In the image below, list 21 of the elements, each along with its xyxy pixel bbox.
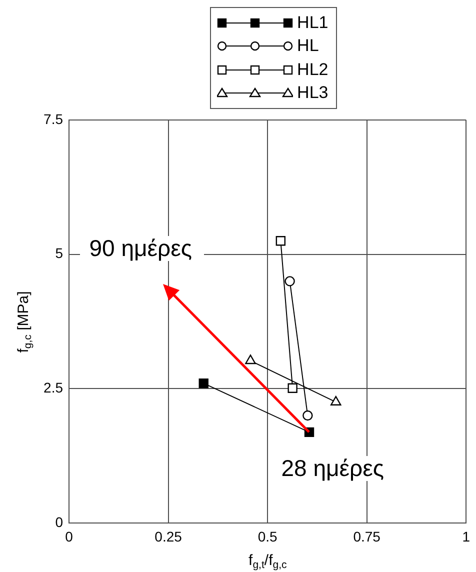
y-tick-label: 0 (55, 514, 64, 530)
x-tick-label: 1 (462, 528, 470, 544)
point (276, 236, 286, 246)
y-tick-label: 2.5 (44, 380, 64, 396)
point (284, 276, 295, 286)
x-tick-label: 0.5 (258, 528, 278, 544)
annotation: 90 ημέρες (80, 234, 204, 261)
legend-label: HL2 (297, 60, 328, 80)
point (288, 383, 298, 393)
legend-label: HL1 (297, 12, 328, 33)
x-tick-label: 0 (65, 528, 74, 544)
x-tick-label: 0.75 (353, 528, 381, 544)
legend-label: HL (297, 36, 319, 56)
x-axis-title: f$_{g,t}$/f$_{g,c}$ (248, 552, 287, 572)
annotation: 28 ημέρες (272, 454, 396, 481)
legend-label: HL3 (297, 83, 328, 104)
x-tick-label: 0.25 (154, 528, 182, 544)
y-tick-label: 7.5 (44, 110, 64, 127)
point (198, 378, 208, 388)
point (302, 410, 313, 421)
y-tick-label: 5 (55, 245, 64, 262)
